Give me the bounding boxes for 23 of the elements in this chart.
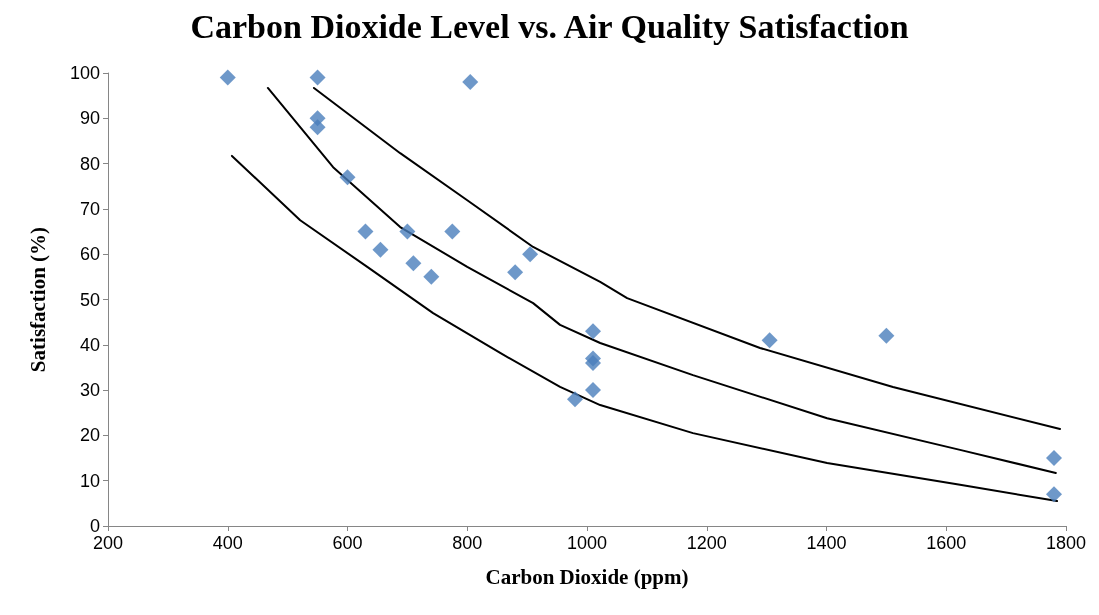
x-axis-title: Carbon Dioxide (ppm) xyxy=(485,564,689,589)
x-tick-label: 400 xyxy=(212,533,243,553)
y-tick-label: 70 xyxy=(79,198,100,219)
y-tick-label: 10 xyxy=(79,470,100,491)
x-tick-label: 1600 xyxy=(926,533,967,553)
x-tick-label: 1200 xyxy=(686,533,727,553)
y-tick-label: 80 xyxy=(79,153,100,174)
y-tick-label: 40 xyxy=(79,334,100,355)
y-axis-title: Satisfaction (%) xyxy=(25,226,50,373)
x-tick-label: 800 xyxy=(452,533,483,553)
x-tick-label: 200 xyxy=(92,533,124,553)
x-tick-label: 1000 xyxy=(566,533,608,553)
x-tick-label: 600 xyxy=(332,533,363,553)
chart-title: Carbon Dioxide Level vs. Air Quality Satisfaction xyxy=(190,7,909,45)
y-tick-label: 0 xyxy=(89,516,100,536)
y-tick-label: 50 xyxy=(79,289,100,310)
y-tick-label: 60 xyxy=(79,244,100,265)
y-tick-label: 100 xyxy=(69,63,100,83)
y-tick-label: 20 xyxy=(79,425,100,446)
y-tick-label: 90 xyxy=(79,108,100,129)
y-tick-label: 30 xyxy=(79,380,100,401)
x-tick-label: 1800 xyxy=(1045,533,1087,553)
x-tick-label: 1400 xyxy=(806,533,847,553)
